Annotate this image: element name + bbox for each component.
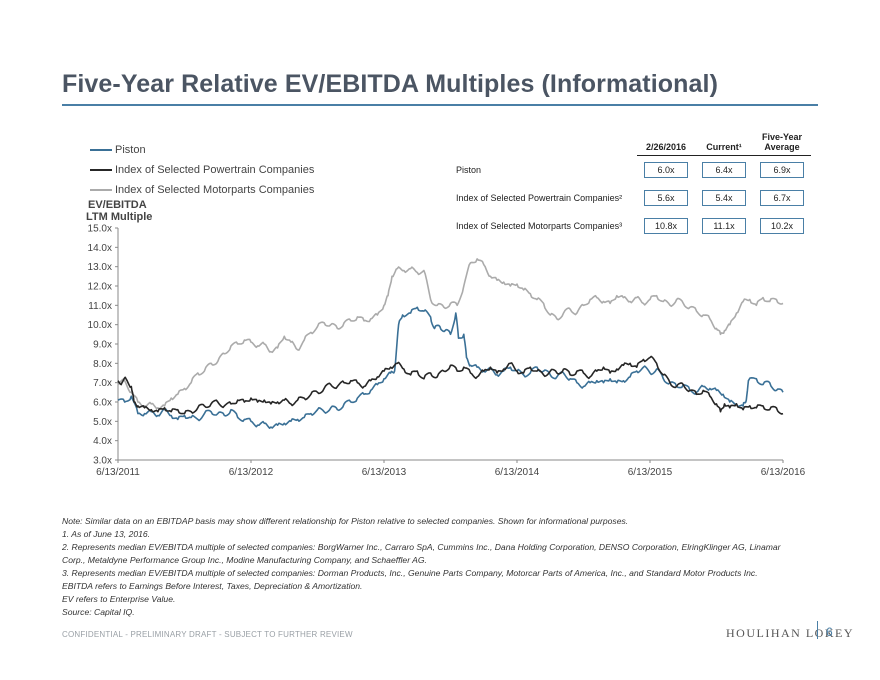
y-tick-label: 8.0x [93, 359, 112, 370]
y-axis-title-line1: EV/EBITDA [88, 199, 147, 211]
cell-value: 6.9x [760, 162, 804, 178]
legend-label: Index of Selected Powertrain Companies [115, 164, 315, 176]
row-label: Index of Selected Motorparts Companies³ [456, 221, 623, 231]
table-row: Piston 6.0x 6.4x 6.9x [455, 156, 811, 184]
legend-item-piston: Piston [90, 140, 314, 160]
legend-label: Piston [115, 144, 146, 156]
header-current: Current¹ [695, 130, 753, 156]
series-line-piston [117, 306, 784, 429]
header-avg-line2: Average [764, 142, 800, 152]
row-label: Index of Selected Powertrain Companies² [456, 193, 623, 203]
table-row: Index of Selected Motorparts Companies³ … [455, 212, 811, 240]
footnotes: Note: Similar data on an EBITDAP basis m… [62, 515, 802, 619]
x-tick-label: 6/13/2016 [761, 467, 806, 478]
cell-value: 5.6x [644, 190, 688, 206]
x-tick-label: 6/13/2014 [495, 467, 540, 478]
title-divider [62, 104, 818, 106]
y-axis-title: EV/EBITDA LTM Multiple [86, 199, 153, 223]
y-tick-label: 12.0x [88, 282, 112, 293]
footnote: 2. Represents median EV/EBITDA multiple … [62, 542, 781, 565]
chart-legend: Piston Index of Selected Powertrain Comp… [90, 140, 314, 200]
x-tick-label: 6/13/2015 [628, 467, 673, 478]
cell-value: 5.4x [702, 190, 746, 206]
y-tick-label: 3.0x [93, 456, 112, 467]
header-date: 2/26/2016 [637, 130, 695, 156]
footer-divider [817, 621, 818, 639]
legend-item-powertrain: Index of Selected Powertrain Companies [90, 160, 314, 180]
header-avg-line1: Five-Year [761, 132, 803, 142]
y-tick-label: 10.0x [88, 320, 112, 331]
legend-swatch [90, 149, 112, 151]
page-title: Five-Year Relative EV/EBITDA Multiples (… [62, 70, 718, 98]
table-row: Index of Selected Powertrain Companies² … [455, 184, 811, 212]
footnote: 3. Represents median EV/EBITDA multiple … [62, 568, 758, 578]
cell-value: 11.1x [702, 218, 746, 234]
confidential-notice: CONFIDENTIAL - PRELIMINARY DRAFT - SUBJE… [62, 630, 353, 639]
legend-swatch [90, 169, 112, 171]
cell-value: 6.4x [702, 162, 746, 178]
header-five-year-average: Five-Year Average [753, 130, 811, 156]
y-tick-label: 13.0x [88, 262, 112, 273]
y-tick-label: 14.0x [88, 243, 112, 254]
cell-value: 10.8x [644, 218, 688, 234]
footnote: EV refers to Enterprise Value. [62, 594, 176, 604]
company-logo: HOULIHAN LOKEY [726, 626, 854, 640]
multiples-table: 2/26/2016 Current¹ Five-Year Average Pis… [455, 130, 811, 240]
series-line-index-of-selected-motorparts-companies [117, 258, 784, 410]
footnote: Note: Similar data on an EBITDAP basis m… [62, 516, 629, 526]
footnote: EBITDA refers to Earnings Before Interes… [62, 581, 363, 591]
y-axis-title-line2: LTM Multiple [86, 211, 153, 223]
page-number: 6 [826, 625, 833, 639]
cell-value: 10.2x [760, 218, 804, 234]
footnote: 1. As of June 13, 2016. [62, 529, 151, 539]
y-tick-label: 5.0x [93, 417, 112, 428]
row-label: Piston [456, 165, 482, 175]
legend-item-motorparts: Index of Selected Motorparts Companies [90, 180, 314, 200]
series-line-index-of-selected-powertrain-companies [117, 355, 784, 415]
footnote: Source: Capital IQ. [62, 607, 135, 617]
y-tick-label: 6.0x [93, 398, 112, 409]
y-tick-label: 7.0x [93, 378, 112, 389]
cell-value: 6.7x [760, 190, 804, 206]
table-header-row: 2/26/2016 Current¹ Five-Year Average [455, 130, 811, 156]
x-tick-label: 6/13/2013 [362, 467, 407, 478]
x-tick-label: 6/13/2012 [229, 467, 274, 478]
legend-swatch [90, 189, 112, 191]
legend-label: Index of Selected Motorparts Companies [115, 184, 315, 196]
x-tick-label: 6/13/2011 [96, 467, 140, 478]
y-tick-label: 4.0x [93, 436, 112, 447]
y-tick-label: 11.0x [88, 301, 112, 312]
y-tick-label: 15.0x [88, 224, 112, 235]
cell-value: 6.0x [644, 162, 688, 178]
y-tick-label: 9.0x [93, 340, 112, 351]
